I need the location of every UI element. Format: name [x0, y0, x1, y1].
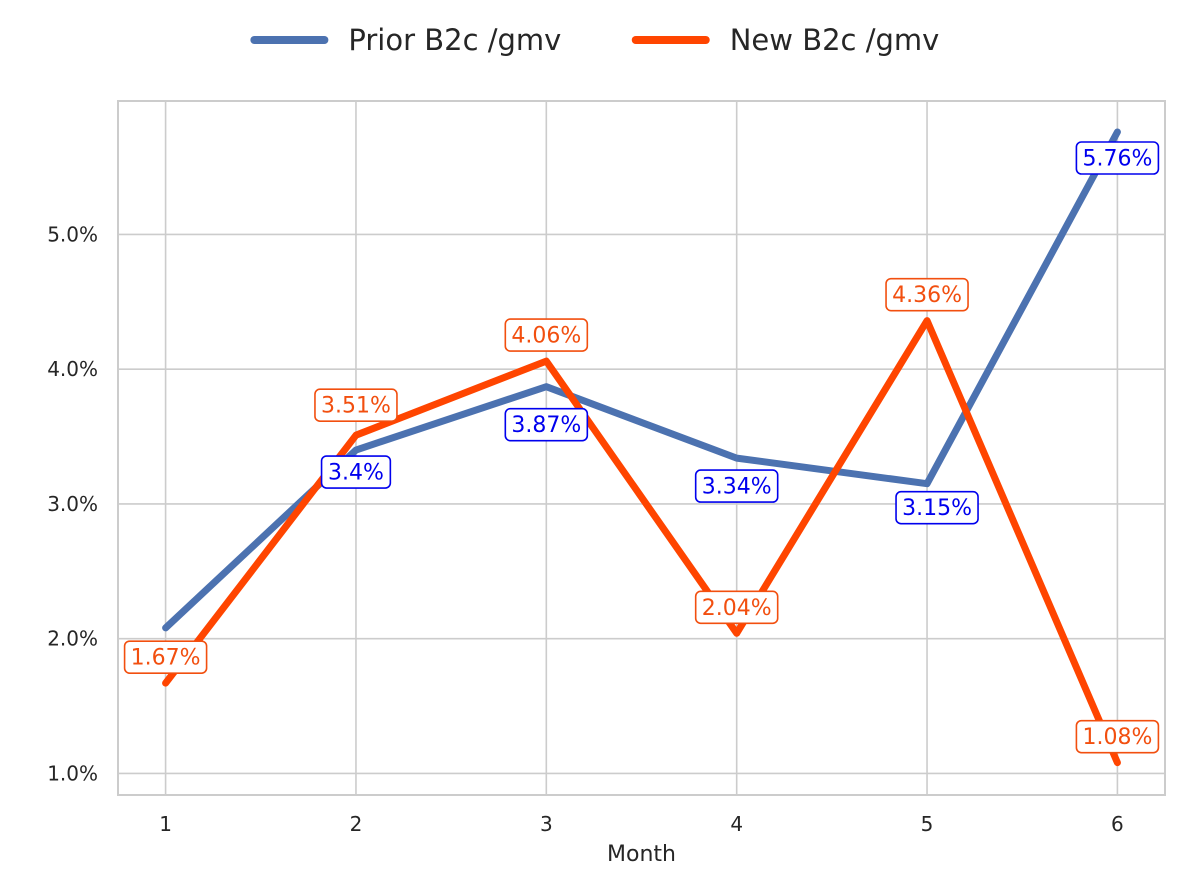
x-tick-label: 5: [921, 812, 934, 836]
legend-label: New B2c /gmv: [730, 23, 940, 57]
data-label-text: 3.87%: [511, 413, 581, 438]
data-label-text: 3.34%: [702, 475, 772, 500]
data-label-box: [504, 407, 589, 442]
data-label-prior: 3.4%: [320, 455, 392, 489]
y-tick-label: 5.0%: [47, 222, 98, 246]
data-label-text: 3.15%: [902, 496, 972, 521]
y-tick-label: 2.0%: [47, 627, 98, 651]
data-label-text: 1.08%: [1082, 725, 1152, 750]
x-tick-label: 6: [1111, 812, 1124, 836]
series-line-new: [162, 317, 1121, 767]
series-lines: [162, 128, 1121, 767]
data-label-text: 4.06%: [511, 324, 581, 349]
series-line-prior: [162, 128, 1121, 632]
y-tick-label: 3.0%: [47, 492, 98, 516]
data-label-new: 4.06%: [504, 318, 589, 352]
data-label-new: 1.08%: [1075, 719, 1160, 754]
data-label-text: 4.36%: [892, 283, 962, 308]
data-label-prior: 3.34%: [694, 469, 779, 503]
plot-frame: [117, 100, 1166, 796]
data-label-new: 1.67%: [123, 640, 208, 674]
data-label-box: [895, 490, 979, 525]
y-tick-label: 4.0%: [47, 357, 98, 381]
data-label-box: [504, 318, 589, 352]
legend-label: Prior B2c /gmv: [348, 23, 561, 57]
x-tick-label: 1: [159, 812, 172, 836]
legend-item: New B2c /gmv: [631, 23, 940, 57]
data-label-box: [320, 455, 392, 489]
data-label-prior: 5.76%: [1075, 141, 1160, 175]
data-label-new: 4.36%: [885, 277, 969, 312]
data-label-text: 3.4%: [328, 461, 384, 486]
legend-item: Prior B2c /gmv: [250, 23, 561, 57]
data-label-new: 3.51%: [314, 388, 398, 422]
data-label-box: [885, 277, 969, 312]
x-tick-label: 4: [730, 812, 743, 836]
data-label-box: [1075, 719, 1160, 754]
data-label-new: 2.04%: [694, 590, 779, 625]
grid-lines: [118, 101, 1165, 795]
data-labels: 3.4% 3.87% 3.34% 3.15% 5.76% 1.67% 3.51% 4.06% 2…: [123, 141, 1160, 754]
x-axis-label: Month: [607, 842, 676, 867]
data-label-text: 1.67%: [131, 646, 201, 671]
data-label-box: [314, 388, 398, 422]
data-label-box: [123, 640, 208, 674]
data-label-text: 3.51%: [321, 394, 391, 419]
data-label-text: 2.04%: [702, 596, 772, 621]
axes: 1 2 3 4 5 6 1.0% 2.0% 3.0% 4.0% 5.0% Month: [47, 100, 1166, 867]
data-label-prior: 3.87%: [504, 407, 589, 442]
legend: Prior B2c /gmv New B2c /gmv: [250, 23, 940, 57]
data-label-text: 5.76%: [1082, 146, 1152, 171]
data-label-prior: 3.15%: [895, 490, 979, 525]
y-tick-label: 1.0%: [47, 761, 98, 785]
x-tick-label: 3: [540, 812, 553, 836]
x-tick-label: 2: [350, 812, 363, 836]
data-label-box: [1075, 141, 1160, 175]
data-label-box: [694, 590, 779, 625]
data-label-box: [694, 469, 779, 503]
